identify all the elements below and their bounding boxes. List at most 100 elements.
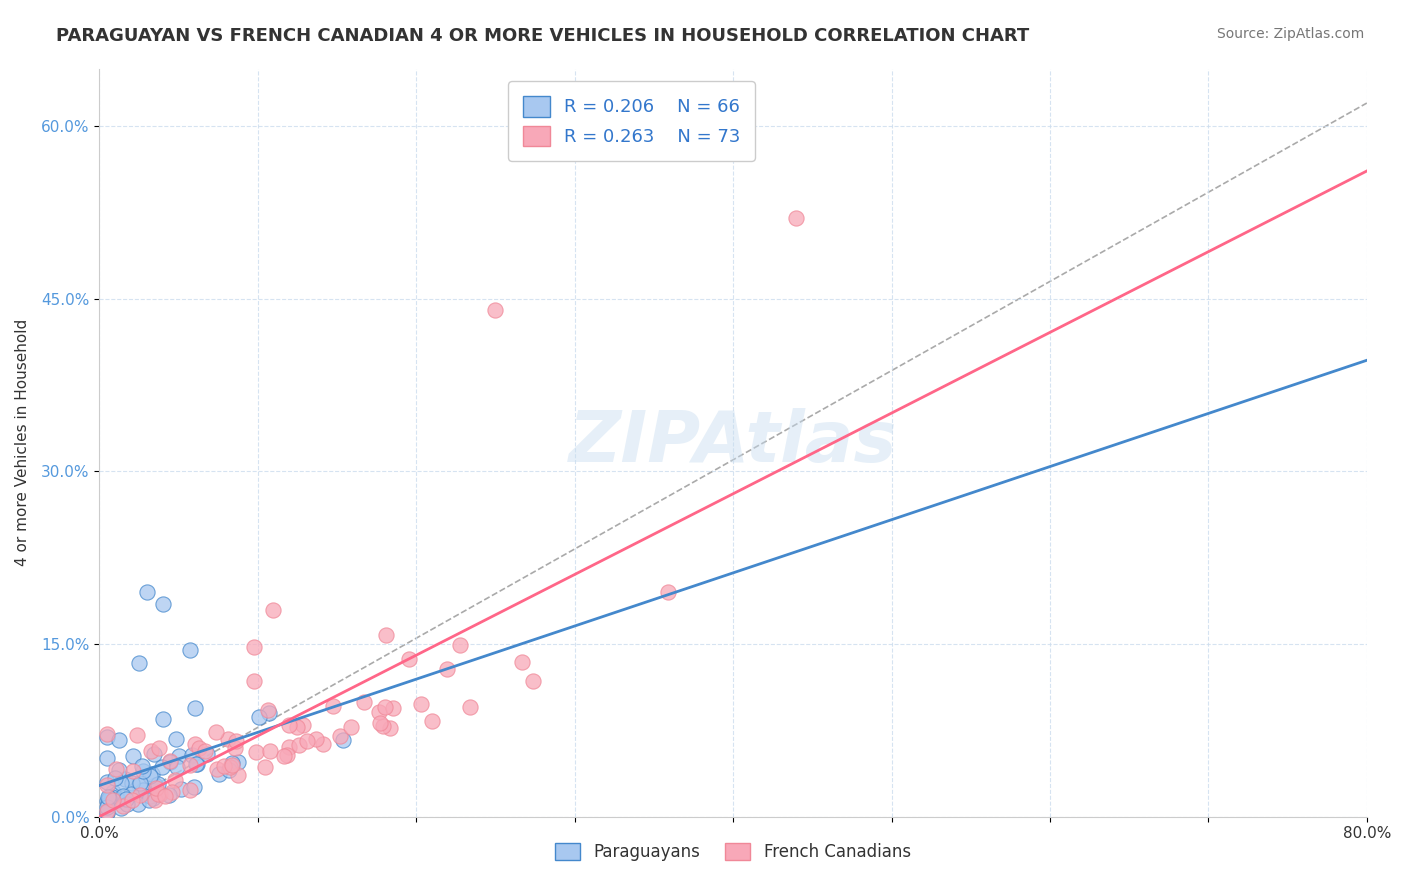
Legend: R = 0.206    N = 66, R = 0.263    N = 73: R = 0.206 N = 66, R = 0.263 N = 73 — [509, 81, 755, 161]
Point — [458, 699, 481, 714]
Point — [105, 762, 128, 776]
Point — [259, 744, 281, 758]
Point — [221, 756, 243, 770]
Point — [785, 211, 807, 226]
Point — [115, 797, 138, 811]
Point — [103, 785, 125, 799]
Point — [249, 710, 271, 724]
Point — [278, 740, 301, 755]
Point — [170, 782, 193, 797]
Point — [186, 757, 208, 772]
Point — [100, 792, 122, 806]
Point — [152, 712, 174, 726]
Point — [522, 673, 544, 688]
Point — [98, 790, 121, 805]
Text: PARAGUAYAN VS FRENCH CANADIAN 4 OR MORE VEHICLES IN HOUSEHOLD CORRELATION CHART: PARAGUAYAN VS FRENCH CANADIAN 4 OR MORE … — [56, 27, 1029, 45]
Point — [131, 783, 153, 797]
Point — [420, 714, 443, 728]
Point — [121, 764, 143, 778]
Point — [353, 695, 375, 709]
Point — [150, 760, 173, 774]
Point — [101, 793, 124, 807]
Point — [510, 655, 533, 669]
Point — [186, 757, 208, 772]
Point — [225, 733, 247, 747]
Point — [205, 724, 228, 739]
Point — [128, 656, 150, 670]
Point — [96, 751, 118, 765]
Point — [245, 745, 267, 759]
Point — [278, 718, 301, 732]
Point — [254, 759, 277, 773]
Point — [122, 749, 145, 764]
Point — [212, 759, 235, 773]
Point — [243, 640, 266, 654]
Point — [295, 734, 318, 748]
Point — [110, 776, 132, 790]
Point — [378, 722, 401, 736]
Point — [125, 727, 148, 741]
Point — [226, 755, 249, 769]
Point — [96, 804, 118, 818]
Point — [120, 788, 142, 802]
Point — [114, 772, 136, 786]
Point — [184, 737, 207, 751]
Point — [135, 585, 157, 599]
Point — [129, 776, 152, 790]
Point — [449, 638, 471, 652]
Point — [368, 706, 391, 720]
Point — [100, 790, 122, 805]
Point — [149, 787, 172, 801]
Point — [374, 699, 396, 714]
Point — [107, 792, 129, 806]
Point — [153, 789, 176, 803]
Point — [221, 758, 243, 772]
Point — [657, 585, 679, 599]
Point — [115, 792, 138, 806]
Point — [157, 788, 180, 802]
Point — [110, 801, 132, 815]
Point — [167, 748, 190, 763]
Point — [285, 720, 308, 734]
Point — [217, 731, 239, 746]
Point — [152, 597, 174, 611]
Point — [484, 303, 506, 318]
Point — [226, 768, 249, 782]
Point — [184, 701, 207, 715]
Point — [139, 769, 162, 783]
Point — [96, 805, 118, 820]
Point — [146, 777, 169, 791]
Point — [165, 772, 187, 787]
Point — [112, 789, 135, 804]
Point — [143, 792, 166, 806]
Point — [127, 797, 149, 811]
Point — [159, 754, 181, 768]
Point — [273, 748, 295, 763]
Point — [329, 730, 352, 744]
Point — [276, 747, 298, 762]
Point — [304, 732, 326, 747]
Point — [381, 701, 404, 715]
Point — [162, 785, 184, 799]
Point — [128, 778, 150, 792]
Point — [340, 720, 363, 734]
Point — [98, 791, 121, 805]
Point — [243, 674, 266, 689]
Point — [107, 763, 129, 777]
Point — [262, 603, 284, 617]
Point — [96, 805, 118, 819]
Point — [104, 771, 127, 785]
Y-axis label: 4 or more Vehicles in Household: 4 or more Vehicles in Household — [15, 319, 30, 566]
Point — [322, 698, 344, 713]
Point — [111, 799, 134, 814]
Point — [97, 797, 120, 811]
Point — [332, 732, 354, 747]
Point — [166, 760, 188, 774]
Point — [194, 743, 217, 757]
Text: Source: ZipAtlas.com: Source: ZipAtlas.com — [1216, 27, 1364, 41]
Point — [181, 747, 204, 762]
Point — [142, 747, 165, 761]
Point — [257, 703, 280, 717]
Point — [148, 741, 170, 756]
Point — [96, 775, 118, 789]
